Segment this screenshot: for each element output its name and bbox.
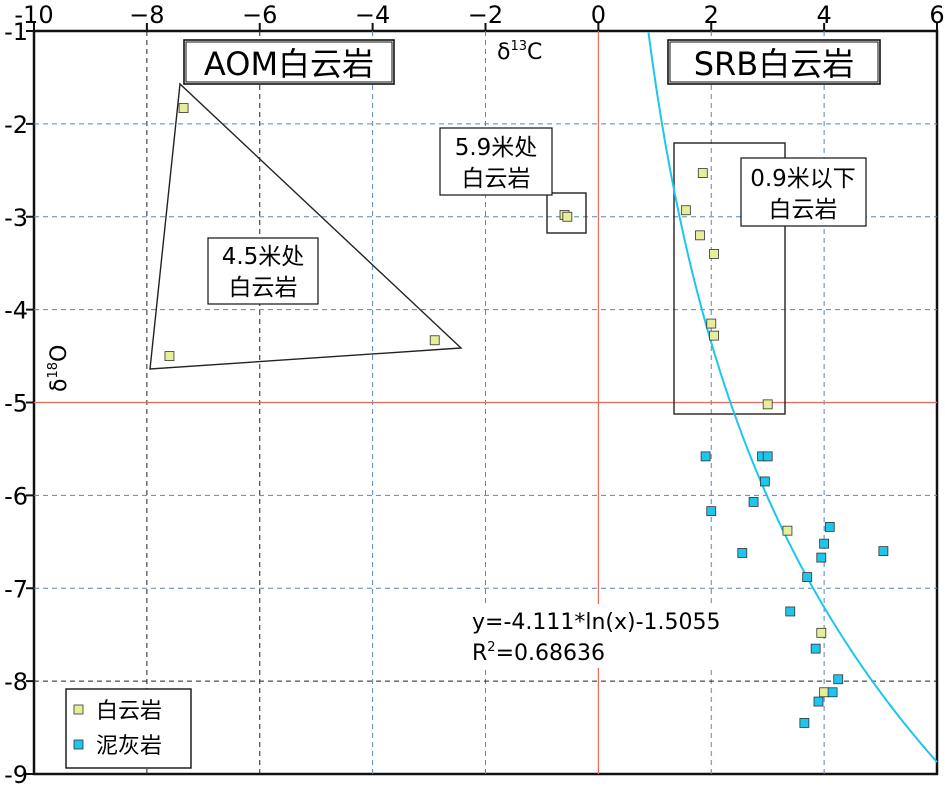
y-tick-label: -3 — [4, 204, 28, 232]
dolomite-point — [709, 330, 719, 341]
x-tick-labels: -10 −8 −6 −4 −2 0 2 4 6 — [14, 1, 944, 29]
marl-point — [737, 548, 748, 558]
y-tick-label: -5 — [4, 390, 28, 418]
dolomite-point — [709, 248, 719, 259]
marl-point — [802, 572, 813, 583]
dolomite-point — [782, 525, 793, 536]
legend-swatch-marl — [73, 739, 84, 750]
group-45m-label-box: 4.5米处 白云岩 — [207, 237, 319, 305]
log-fit-curve — [647, 31, 938, 763]
group-45m-line1: 4.5米处 — [222, 244, 305, 270]
y-tick-label: -9 — [4, 761, 28, 789]
marl-point — [759, 476, 770, 487]
aom-triangle-outline — [149, 82, 463, 370]
dolomite-point — [695, 230, 705, 241]
srb-group-outline — [673, 142, 786, 415]
aom-title-box: AOM白云岩 — [183, 39, 395, 85]
x-tick-label: −4 — [355, 1, 390, 29]
x-tick-label: 6 — [929, 1, 944, 29]
dolomite-point — [164, 351, 175, 361]
legend: 白云岩 泥灰岩 — [65, 688, 192, 769]
marl-point — [824, 522, 835, 532]
y-tick-labels: -1 -2 -3 -4 -5 -6 -7 -8 -9 — [4, 18, 28, 789]
fit-r-squared: R2=0.68636 — [472, 640, 605, 666]
marl-point — [799, 718, 810, 728]
x-tick-label: -10 — [14, 1, 53, 29]
dolomite-point — [706, 318, 717, 329]
y-tick-label: -8 — [4, 668, 28, 696]
tick-marks — [26, 23, 938, 775]
x-tick-label: 0 — [591, 1, 606, 29]
dolomite-point — [429, 335, 440, 346]
group-59m-outline — [546, 192, 587, 234]
dolomite-point — [178, 103, 189, 113]
data-points — [164, 103, 889, 728]
y-axis-label: δ18O — [46, 345, 72, 392]
legend-label-dolomite: 白云岩 — [96, 699, 162, 724]
marl-point — [785, 606, 796, 617]
group-09m-line2: 白云岩 — [769, 197, 838, 223]
marl-point — [762, 451, 773, 462]
fit-equation: y=-4.111*ln(x)-1.5055 — [472, 610, 721, 635]
group-45m-line2: 白云岩 — [229, 275, 298, 301]
y-tick-label: -4 — [4, 297, 28, 325]
srb-title: SRB白云岩 — [694, 45, 855, 83]
x-tick-label: −2 — [468, 1, 503, 29]
marl-point — [827, 687, 838, 698]
x-tick-label: −8 — [129, 1, 164, 29]
group-59m-label-box: 5.9米处 白云岩 — [439, 127, 553, 196]
group-09m-line1: 0.9米以下 — [750, 166, 856, 192]
dolomite-point — [680, 205, 691, 216]
group-59m-line2: 白云岩 — [462, 166, 531, 192]
group-09m-label-box: 0.9米以下 白云岩 — [740, 157, 867, 227]
legend-label-marl: 泥灰岩 — [96, 734, 162, 759]
marl-point — [700, 451, 711, 462]
marl-point — [819, 538, 830, 549]
y-tick-label: -7 — [4, 575, 28, 603]
group-59m-line1: 5.9米处 — [455, 135, 538, 161]
marl-point — [833, 674, 844, 685]
marl-point — [813, 696, 824, 707]
regression-equation: y=-4.111*ln(x)-1.5055 R2=0.68636 — [468, 604, 770, 668]
x-tick-label: 4 — [816, 1, 831, 29]
aom-title: AOM白云岩 — [204, 45, 374, 83]
marl-point — [810, 643, 821, 654]
marl-point — [816, 552, 827, 563]
marl-point — [878, 546, 889, 556]
dolomite-point — [762, 399, 773, 410]
legend-swatch-dolomite — [73, 704, 84, 715]
x-axis-label: δ13C — [497, 39, 542, 65]
x-tick-label: 2 — [704, 1, 719, 29]
dolomite-point — [816, 627, 827, 638]
dolomite-point — [819, 687, 830, 698]
dolomite-point — [697, 168, 708, 178]
marl-point — [748, 496, 759, 507]
y-tick-label: -2 — [4, 111, 28, 139]
dolomite-point — [562, 211, 573, 222]
marl-point — [706, 506, 717, 517]
y-tick-label: -6 — [4, 482, 28, 510]
y-tick-label: -1 — [4, 18, 28, 46]
x-tick-label: −6 — [242, 1, 277, 29]
srb-title-box: SRB白云岩 — [667, 39, 881, 85]
